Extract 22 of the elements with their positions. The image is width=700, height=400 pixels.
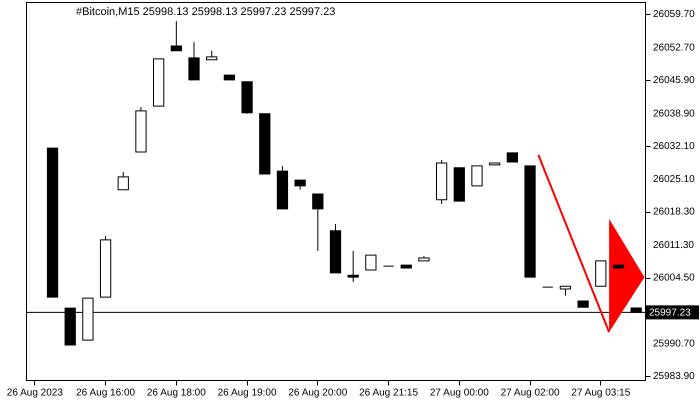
y-tick-label: 26025.10	[653, 174, 696, 186]
x-tick-label: 27 Aug 00:00	[430, 388, 490, 398]
x-tick-label: 26 Aug 16:00	[76, 388, 136, 398]
y-tick-label: 26045.90	[653, 74, 696, 86]
x-tick-label: 27 Aug 02:00	[500, 388, 560, 398]
y-tick-label: 26011.30	[653, 240, 694, 252]
chart-title: #Bitcoin,M15 25998.13 25998.13 25997.23 25997.23	[76, 6, 336, 18]
x-tick-label: 26 Aug 20:00	[288, 388, 348, 398]
x-tick-label: 27 Aug 03:15	[571, 388, 631, 398]
y-tick-label: 26004.50	[653, 272, 696, 284]
y-tick-label: 25983.90	[653, 370, 696, 382]
y-tick-label: 26059.70	[653, 8, 696, 20]
x-tick-label: 26 Aug 19:00	[218, 388, 277, 398]
x-tick-label: 26 Aug 18:00	[146, 388, 206, 398]
ref-line-label: 25997.23	[649, 307, 692, 318]
y-tick-label: 26032.10	[653, 140, 696, 152]
y-tick-label: 26038.90	[653, 108, 696, 120]
x-tick-label: 26 Aug 2023	[6, 388, 64, 398]
y-tick-label: 26052.70	[653, 42, 696, 54]
x-tick-label: 26 Aug 21:15	[359, 388, 418, 398]
y-tick-label: 26018.30	[653, 206, 696, 218]
y-tick-label: 25990.70	[653, 338, 696, 350]
